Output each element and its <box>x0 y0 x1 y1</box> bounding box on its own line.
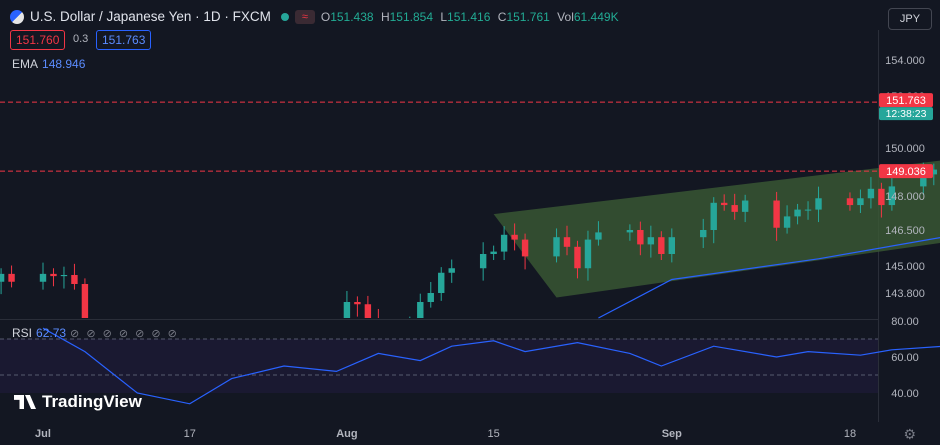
indicator-settings-icons[interactable]: ⊘ ⊘ ⊘ ⊘ ⊘ ⊘ ⊘ <box>70 327 179 340</box>
ema-label: EMA <box>12 57 39 71</box>
ema-legend[interactable]: EMA 148.946 <box>12 57 85 71</box>
brand-name: TradingView <box>42 392 142 411</box>
candle[interactable] <box>479 254 487 269</box>
candle[interactable] <box>867 188 875 199</box>
candle[interactable] <box>888 186 896 206</box>
candle[interactable] <box>563 237 571 247</box>
rsi-tick-label: 60.00 <box>891 352 919 364</box>
candle[interactable] <box>710 202 717 230</box>
support-price-label: 149.036 <box>886 166 926 178</box>
candle[interactable] <box>438 272 445 293</box>
candle[interactable] <box>647 237 655 245</box>
tradingview-logo-icon <box>14 395 36 409</box>
wave-icon[interactable]: ≈ <box>294 9 315 24</box>
time-tick-label: 15 <box>488 428 500 440</box>
symbol-title[interactable]: U.S. Dollar / Japanese Yen · 1D · FXCM <box>30 9 271 24</box>
candle[interactable] <box>574 246 581 269</box>
tradingview-logo: TradingView <box>14 392 142 412</box>
rsi-legend[interactable]: RSI 62.73 ⊘ ⊘ ⊘ ⊘ ⊘ ⊘ ⊘ <box>12 326 179 340</box>
candle[interactable] <box>783 216 791 228</box>
candle[interactable] <box>417 302 424 318</box>
time-tick-label: Sep <box>662 428 682 440</box>
chart-header: U.S. Dollar / Japanese Yen · 1D · FXCM ≈… <box>10 9 623 24</box>
last-price-label: 151.763 <box>886 95 926 107</box>
candle[interactable] <box>920 174 927 187</box>
rsi-tick-label: 80.00 <box>891 316 919 328</box>
ohlc-values: O151.438 H151.854 L151.416 C151.761 Vol6… <box>320 9 619 24</box>
price-tick-label: 146.500 <box>885 225 925 237</box>
spread-value: 0.3 <box>73 33 89 45</box>
candle[interactable] <box>39 273 47 282</box>
rsi-label: RSI <box>12 326 33 340</box>
currency-selector[interactable]: JPY <box>888 8 932 30</box>
time-tick-label: Jul <box>35 428 51 440</box>
countdown-label: 12:38:23 <box>886 108 927 120</box>
time-tick-label: 17 <box>184 428 196 440</box>
time-tick-label: Aug <box>336 428 357 440</box>
time-tick-label: 18 <box>844 428 856 440</box>
price-tick-label: 150.000 <box>885 143 925 155</box>
candle[interactable] <box>700 230 707 238</box>
candle[interactable] <box>846 198 854 206</box>
candle[interactable] <box>878 188 885 206</box>
candle[interactable] <box>490 251 497 254</box>
candle[interactable] <box>71 275 78 284</box>
price-tick-label: 143.800 <box>885 288 925 300</box>
candle[interactable] <box>721 202 728 206</box>
countdown-badge <box>879 107 933 121</box>
buy-price-button[interactable]: 151.763 <box>96 30 152 50</box>
candle[interactable] <box>668 237 675 254</box>
candle[interactable] <box>354 302 361 305</box>
candle[interactable] <box>794 209 801 217</box>
candle[interactable] <box>930 169 937 175</box>
support-price-badge <box>879 164 933 179</box>
candle[interactable] <box>343 302 351 318</box>
candle[interactable] <box>448 268 455 273</box>
rsi-value: 62.73 <box>36 326 67 340</box>
candle[interactable] <box>500 234 508 252</box>
ema-line <box>598 237 940 319</box>
settings-gear-icon[interactable]: ⚙ <box>903 426 916 442</box>
currency-flag-icon <box>10 9 24 24</box>
price-tick-label: 145.000 <box>885 261 925 273</box>
candle[interactable] <box>626 230 634 233</box>
candle[interactable] <box>8 273 15 282</box>
candle[interactable] <box>595 232 602 240</box>
candle[interactable] <box>0 273 5 282</box>
sell-price-button[interactable]: 151.760 <box>10 30 66 50</box>
candle[interactable] <box>731 205 738 212</box>
market-status-icon <box>280 12 289 21</box>
candle[interactable] <box>815 198 822 210</box>
candle[interactable] <box>804 209 812 211</box>
candle[interactable] <box>81 284 89 318</box>
candle[interactable] <box>60 275 68 277</box>
candle[interactable] <box>521 239 529 257</box>
candle[interactable] <box>637 230 644 245</box>
rsi-line <box>42 327 940 405</box>
candle[interactable] <box>584 239 592 269</box>
candle[interactable] <box>741 200 749 212</box>
price-tick-label: 154.000 <box>885 55 925 67</box>
ema-value: 148.946 <box>42 57 86 71</box>
candle[interactable] <box>773 200 780 228</box>
rsi-band <box>0 339 878 393</box>
candle[interactable] <box>50 273 57 277</box>
last-price-badge <box>879 93 933 108</box>
candle[interactable] <box>427 293 434 302</box>
candle[interactable] <box>553 237 560 257</box>
rsi-tick-label: 40.00 <box>891 388 919 400</box>
candle[interactable] <box>364 304 372 318</box>
candle[interactable] <box>658 237 665 254</box>
candle[interactable] <box>511 234 518 240</box>
price-tick-label: 148.000 <box>885 191 925 203</box>
candle[interactable] <box>857 198 864 206</box>
